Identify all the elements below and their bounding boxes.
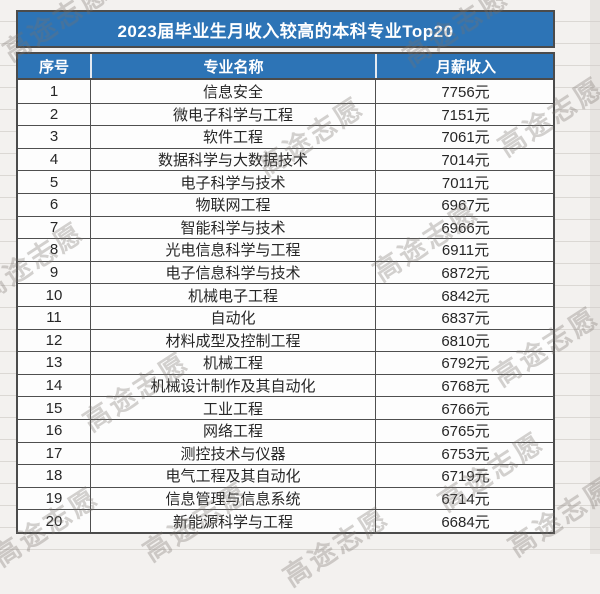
table-row: 10 机械电子工程 6842元: [18, 283, 555, 306]
salary-cell: 7011元: [375, 171, 555, 193]
table-row: 3 软件工程 7061元: [18, 125, 555, 148]
major-cell: 新能源科学与工程: [90, 510, 375, 532]
salary-cell: 6753元: [375, 442, 555, 465]
table-row: 2 微电子科学与工程 7151元: [18, 102, 555, 126]
rank-cell: 15: [45, 399, 63, 417]
major-cell: 智能科学与技术: [90, 216, 375, 239]
table-row: 13 机械工程 6792元: [18, 351, 555, 374]
rank-cell: 11: [46, 309, 62, 327]
rank-cell: 9: [49, 264, 59, 282]
major-cell: 信息安全: [90, 80, 375, 103]
table-row: 20 新能源科学与工程 6684元: [18, 509, 555, 532]
rank-cell: 2: [49, 105, 59, 123]
major-cell: 信息管理与信息系统: [90, 487, 375, 510]
rank-cell: 1: [49, 82, 59, 100]
rank-cell: 10: [45, 286, 63, 304]
major-cell: 电子科学与技术: [90, 171, 375, 193]
table-row: 9 电子信息科学与技术 6872元: [18, 260, 555, 284]
table-body: 1 信息安全 7756元 2 微电子科学与工程 7151元 3 软件工程 7061元 4 数据科学与…: [18, 80, 555, 532]
table-title: 2023届毕业生月收入较高的本科专业Top20: [16, 10, 555, 48]
major-cell: 光电信息科学与工程: [90, 239, 375, 261]
table-row: 12 材料成型及控制工程 6810元: [18, 328, 555, 352]
rank-cell: 13: [45, 354, 63, 372]
table-row: 18 电气工程及其自动化 6719元: [18, 464, 555, 487]
table-grid: 序号 专业名称 月薪收入 1 信息安全 7756元 2 微电子科学与工程 7151元 3 软件…: [16, 52, 555, 534]
rank-cell: 16: [45, 422, 63, 440]
table-row: 11 自动化 6837元: [18, 306, 555, 329]
salary-cell: 6719元: [375, 465, 555, 487]
col-header-rank: 序号: [38, 58, 69, 76]
col-header-major: 专业名称: [90, 54, 375, 78]
salary-table: 2023届毕业生月收入较高的本科专业Top20 序号 专业名称 月薪收入 1 信息…: [16, 10, 555, 534]
salary-cell: 6966元: [375, 216, 555, 239]
table-row: 8 光电信息科学与工程 6911元: [18, 238, 555, 261]
salary-cell: 7756元: [375, 80, 555, 103]
table-row: 7 智能科学与技术 6966元: [18, 215, 555, 239]
salary-cell: 6714元: [375, 487, 555, 510]
table-row: 15 工业工程 6766元: [18, 396, 555, 419]
page-right-edge: [590, 0, 600, 554]
table-row: 4 数据科学与大数据技术 7014元: [18, 147, 555, 171]
major-cell: 网络工程: [90, 420, 375, 442]
table-row: 19 信息管理与信息系统 6714元: [18, 486, 555, 510]
rank-cell: 6: [49, 196, 59, 214]
table-row: 6 物联网工程 6967元: [18, 193, 555, 216]
major-cell: 工业工程: [90, 397, 375, 419]
rank-cell: 18: [45, 467, 63, 485]
rank-cell: 20: [45, 512, 63, 530]
salary-cell: 6768元: [375, 374, 555, 397]
table-row: 5 电子科学与技术 7011元: [18, 170, 555, 193]
salary-cell: 6792元: [375, 352, 555, 374]
salary-cell: 7014元: [375, 148, 555, 171]
major-cell: 微电子科学与工程: [90, 103, 375, 126]
table-row: 16 网络工程 6765元: [18, 419, 555, 442]
rank-cell: 5: [49, 173, 59, 191]
salary-cell: 6872元: [375, 261, 555, 284]
rank-cell: 7: [49, 218, 59, 236]
major-cell: 软件工程: [90, 126, 375, 148]
col-header-salary: 月薪收入: [375, 54, 555, 78]
rank-cell: 4: [49, 151, 59, 169]
rank-cell: 17: [45, 444, 63, 462]
table-row: 17 测控技术与仪器 6753元: [18, 441, 555, 465]
rank-cell: 12: [45, 331, 63, 349]
salary-cell: 7061元: [375, 126, 555, 148]
salary-cell: 6810元: [375, 329, 555, 352]
table-row: 14 机械设计制作及其自动化 6768元: [18, 373, 555, 397]
major-cell: 机械电子工程: [90, 284, 375, 306]
salary-cell: 7151元: [375, 103, 555, 126]
major-cell: 数据科学与大数据技术: [90, 148, 375, 171]
rank-cell: 14: [45, 377, 63, 395]
salary-cell: 6837元: [375, 307, 555, 329]
salary-cell: 6911元: [375, 239, 555, 261]
salary-cell: 6967元: [375, 194, 555, 216]
major-cell: 机械工程: [90, 352, 375, 374]
table-row: 1 信息安全 7756元: [18, 80, 555, 103]
table-header: 序号 专业名称 月薪收入: [18, 54, 553, 80]
rank-cell: 8: [49, 241, 59, 259]
rank-cell: 19: [45, 490, 63, 508]
salary-cell: 6842元: [375, 284, 555, 306]
major-cell: 物联网工程: [90, 194, 375, 216]
major-cell: 材料成型及控制工程: [90, 329, 375, 352]
salary-cell: 6684元: [375, 510, 555, 532]
rank-cell: 3: [49, 128, 59, 146]
major-cell: 测控技术与仪器: [90, 442, 375, 465]
salary-cell: 6765元: [375, 420, 555, 442]
major-cell: 电气工程及其自动化: [90, 465, 375, 487]
major-cell: 电子信息科学与技术: [90, 261, 375, 284]
major-cell: 自动化: [90, 307, 375, 329]
major-cell: 机械设计制作及其自动化: [90, 374, 375, 397]
salary-cell: 6766元: [375, 397, 555, 419]
